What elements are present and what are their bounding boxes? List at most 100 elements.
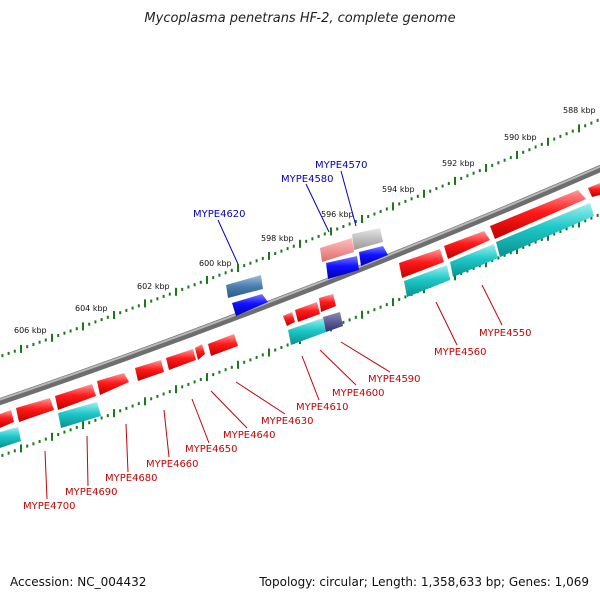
cds-feature[interactable] [450, 244, 498, 277]
minor-tick [168, 390, 171, 394]
gene-label[interactable]: MYPE4640 [223, 430, 276, 441]
reverse-strand-genes [226, 228, 388, 316]
gene-label[interactable]: MYPE4560 [434, 347, 487, 358]
minor-tick [150, 397, 153, 401]
minor-tick [94, 418, 97, 422]
gene-label[interactable]: MYPE4610 [296, 402, 349, 413]
minor-tick [379, 305, 382, 309]
minor-tick [540, 238, 543, 241]
gene-feature[interactable] [490, 190, 586, 239]
minor-tick [466, 174, 469, 178]
minor-tick [181, 385, 184, 389]
gene-label[interactable]: MYPE4680 [105, 473, 158, 484]
minor-tick [410, 197, 413, 201]
minor-tick [125, 308, 128, 312]
tick-label: 588 kbp [563, 106, 596, 115]
minor-tick [404, 199, 407, 203]
major-tick [113, 409, 115, 418]
gene-feature[interactable] [55, 384, 96, 410]
minor-tick [32, 442, 35, 446]
minor-tick [212, 276, 215, 280]
gene-label[interactable]: MYPE4660 [146, 459, 199, 470]
minor-tick [559, 230, 562, 233]
gene-label[interactable]: MYPE4570 [315, 160, 368, 171]
gene-feature[interactable] [0, 410, 14, 428]
minor-tick [75, 425, 78, 429]
gene-label[interactable]: MYPE4550 [479, 328, 532, 339]
cds-feature[interactable] [404, 265, 450, 297]
major-tick [516, 150, 518, 159]
minor-tick [261, 353, 264, 357]
gene-feature[interactable] [195, 344, 205, 360]
minor-tick [69, 329, 72, 333]
gene-feature[interactable] [444, 231, 490, 259]
minor-tick [553, 137, 556, 141]
gene-feature[interactable] [283, 312, 295, 326]
gene-feature[interactable] [97, 373, 129, 395]
major-tick [485, 259, 487, 268]
minor-tick [348, 222, 351, 226]
cds-feature[interactable] [359, 246, 388, 266]
cds-feature[interactable] [0, 427, 21, 448]
minor-tick [156, 297, 159, 301]
minor-tick [292, 244, 295, 248]
gene-label[interactable]: MYPE4580 [281, 174, 334, 185]
cds-feature[interactable] [58, 402, 101, 428]
minor-tick [286, 343, 289, 347]
gene-feature[interactable] [16, 398, 54, 422]
map-title: Mycoplasma penetrans HF-2, complete geno… [144, 11, 455, 26]
gene-label[interactable]: MYPE4590 [368, 374, 421, 385]
tick-label: 596 kbp [321, 210, 354, 219]
minor-tick [75, 327, 78, 331]
gene-feature[interactable] [226, 275, 263, 298]
minor-tick [230, 365, 233, 369]
minor-tick [125, 406, 128, 410]
minor-tick [596, 213, 599, 217]
minor-tick [7, 451, 10, 455]
minor-tick [342, 225, 345, 228]
minor-tick [57, 433, 60, 436]
minor-tick [13, 349, 16, 353]
cds-feature[interactable] [323, 312, 343, 332]
tick-label: 590 kbp [504, 133, 537, 142]
gene-feature[interactable] [352, 228, 383, 250]
gene-feature[interactable] [399, 249, 444, 278]
gene-label[interactable]: MYPE4700 [23, 501, 76, 512]
major-tick [516, 246, 518, 255]
gene-feature[interactable] [208, 334, 238, 356]
gene-feature[interactable] [588, 183, 600, 197]
gene-feature[interactable] [319, 294, 336, 312]
minor-tick [323, 232, 326, 236]
major-tick [20, 444, 22, 453]
minor-tick [261, 256, 264, 260]
major-tick [547, 232, 549, 241]
gene-feature[interactable] [166, 349, 196, 370]
minor-tick [571, 129, 574, 133]
gene-label[interactable]: MYPE4690 [65, 487, 118, 498]
cds-feature[interactable] [326, 256, 359, 279]
minor-tick [336, 227, 339, 231]
major-tick [299, 239, 301, 248]
minor-tick [44, 338, 47, 342]
minor-tick [44, 437, 47, 441]
minor-tick [460, 176, 463, 180]
gene-label[interactable]: MYPE4600 [332, 388, 385, 399]
cds-feature[interactable] [496, 203, 594, 257]
minor-tick [534, 145, 537, 149]
gene-feature[interactable] [295, 302, 320, 322]
gene-label[interactable]: MYPE4630 [261, 416, 314, 427]
minor-tick [255, 355, 258, 359]
gene-feature[interactable] [320, 238, 354, 262]
minor-tick [32, 343, 35, 346]
major-tick [485, 164, 487, 172]
minor-tick [88, 322, 91, 326]
major-tick [392, 202, 394, 211]
cds-feature[interactable] [232, 294, 268, 316]
major-tick [51, 333, 53, 342]
minor-tick [497, 256, 500, 260]
gene-label[interactable]: MYPE4620 [193, 209, 246, 220]
gene-feature[interactable] [135, 360, 164, 381]
gene-label[interactable]: MYPE4650 [185, 444, 238, 455]
major-tick [361, 310, 363, 319]
cds-feature[interactable] [288, 318, 326, 345]
